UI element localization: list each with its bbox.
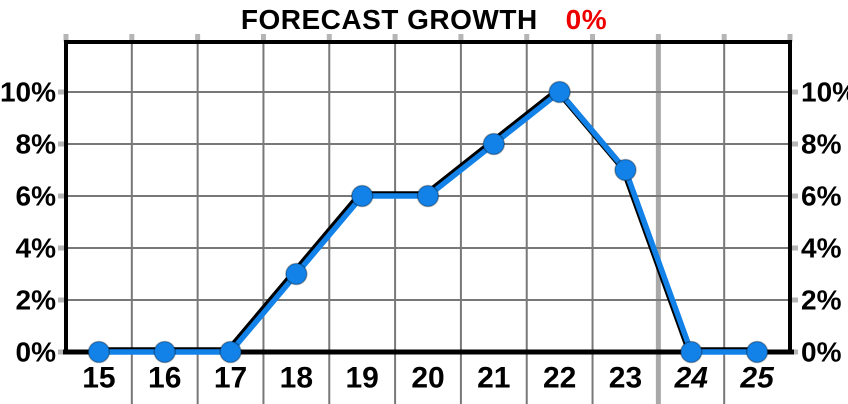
y-axis-tick-left <box>58 89 66 95</box>
chart-title: FORECAST GROWTH 0% <box>0 1 848 39</box>
x-axis-label-19: 19 <box>345 362 378 395</box>
x-axis-label-17: 17 <box>214 362 247 395</box>
x-axis-tick-top <box>721 34 727 42</box>
y-axis-label-right-2%: 2% <box>801 285 842 316</box>
x-axis-tick-top <box>524 34 530 42</box>
x-axis-label-25: 25 <box>739 362 775 395</box>
x-axis-tick-top <box>590 34 596 42</box>
plot-border <box>64 40 792 352</box>
data-point-marker-19 <box>350 184 374 208</box>
x-axis-tick-top <box>787 34 793 42</box>
y-axis-label-left-2%: 2% <box>16 285 57 316</box>
y-axis-tick-right <box>790 245 798 251</box>
x-axis-label-23: 23 <box>609 362 642 395</box>
y-axis-label-right-10%: 10% <box>801 77 848 108</box>
y-axis-label-left-8%: 8% <box>16 129 57 160</box>
y-axis-label-right-8%: 8% <box>801 129 842 160</box>
x-axis-label-24: 24 <box>674 362 709 395</box>
chart-title-value: 0% <box>565 4 608 35</box>
y-axis-tick-left <box>58 193 66 199</box>
y-axis-label-right-4%: 4% <box>801 233 842 264</box>
x-axis-tick-top <box>63 34 69 42</box>
y-axis-tick-left <box>58 141 66 147</box>
y-axis-tick-left <box>58 245 66 251</box>
x-axis-tick-top <box>260 34 266 42</box>
y-axis-label-left-6%: 6% <box>16 181 57 212</box>
y-axis-label-right-0%: 0% <box>801 337 842 368</box>
y-axis-label-left-4%: 4% <box>16 233 57 264</box>
x-axis-label-21: 21 <box>477 362 510 395</box>
x-axis-tick-top <box>326 34 332 42</box>
y-axis-label-right-6%: 6% <box>801 181 842 212</box>
y-axis-tick-right <box>790 89 798 95</box>
data-point-marker-21 <box>482 132 506 156</box>
data-point-marker-24 <box>680 340 703 364</box>
y-axis-tick-right <box>790 193 798 199</box>
x-axis-tick-top <box>195 34 201 42</box>
data-point-marker-22 <box>548 80 571 104</box>
y-axis-label-left-10%: 10% <box>0 77 56 108</box>
x-axis-tick-top <box>655 34 661 42</box>
x-axis-label-20: 20 <box>411 362 444 395</box>
x-axis-tick-top <box>458 34 464 42</box>
data-point-marker-16 <box>153 340 176 364</box>
data-point-marker-23 <box>614 158 637 182</box>
data-point-marker-20 <box>416 184 440 208</box>
x-axis-tick-top <box>129 34 135 42</box>
data-point-marker-15 <box>87 340 111 364</box>
data-point-marker-25 <box>745 340 769 364</box>
chart-title-text: FORECAST GROWTH <box>240 4 538 35</box>
x-axis-tick-top <box>392 34 398 42</box>
x-axis-label-16: 16 <box>148 362 181 395</box>
x-axis-label-15: 15 <box>82 362 115 395</box>
y-axis-label-left-0%: 0% <box>16 337 57 368</box>
x-axis-label-18: 18 <box>280 362 313 395</box>
y-axis-tick-left <box>58 349 66 355</box>
data-point-marker-18 <box>285 262 308 286</box>
data-point-marker-17 <box>219 340 242 364</box>
x-axis-label-22: 22 <box>543 362 576 395</box>
y-axis-tick-right <box>790 297 798 303</box>
y-axis-tick-right <box>790 141 798 147</box>
y-axis-tick-left <box>58 297 66 303</box>
